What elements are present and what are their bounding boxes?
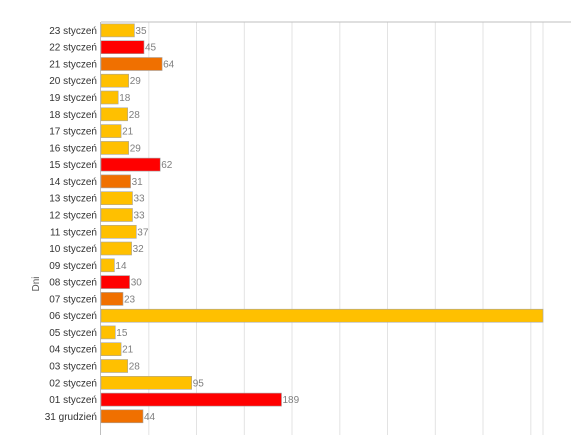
- data-label: 28: [129, 362, 141, 373]
- bar: [100, 325, 116, 340]
- data-label: 64: [163, 60, 175, 71]
- category-tick-label: 18 styczeń: [49, 110, 97, 121]
- bar: [100, 157, 161, 172]
- bar: [100, 124, 122, 138]
- gridlines: [148, 22, 544, 435]
- category-tick-label: 06 styczeń: [49, 311, 97, 322]
- category-tick-label: 01 styczeń: [49, 395, 97, 406]
- category-tick-label: 10 styczeń: [49, 244, 97, 255]
- data-label: 32: [133, 244, 145, 255]
- category-tick-label: 15 styczeń: [49, 160, 97, 171]
- bar: [100, 258, 115, 273]
- data-label: 35: [135, 26, 147, 37]
- data-label: 18: [119, 93, 131, 104]
- category-tick-label: 16 styczeń: [49, 143, 97, 154]
- bar: [100, 23, 135, 38]
- bar: [100, 342, 122, 357]
- category-tick-label: 09 styczeń: [49, 261, 97, 272]
- data-label: 21: [122, 127, 134, 138]
- data-label: 37: [137, 227, 149, 238]
- category-tick-label: 17 styczeń: [49, 127, 97, 138]
- bar: [100, 141, 130, 155]
- bar: [100, 57, 163, 71]
- data-label: 29: [130, 143, 142, 154]
- category-tick-label: 11 styczeń: [50, 227, 97, 238]
- bar: [100, 409, 144, 424]
- category-tick-label: 31 grudzień: [45, 412, 97, 423]
- bar: [100, 174, 131, 189]
- axes: [100, 21, 571, 435]
- bar: [100, 73, 130, 88]
- category-tick-label: 19 styczeń: [49, 93, 97, 104]
- y-axis-title: Dni: [31, 276, 42, 291]
- data-label: 14: [115, 261, 127, 272]
- bar: [100, 275, 130, 289]
- category-tick-label: 08 styczeń: [49, 278, 97, 289]
- category-tick-label: 02 styczeń: [49, 378, 97, 389]
- data-label: 15: [116, 328, 128, 339]
- category-tick-labels: 23 styczeń 22 styczeń 21 styczeń 20 styczeń…: [45, 26, 97, 423]
- category-tick-label: 07 styczeń: [49, 294, 97, 305]
- bar: [100, 392, 282, 407]
- data-label: 33: [134, 194, 146, 205]
- category-tick-label: 22 styczeń: [49, 43, 97, 54]
- data-label: 95: [193, 378, 205, 389]
- data-label: 33: [134, 211, 146, 222]
- data-label: 23: [124, 294, 136, 305]
- data-label: 28: [129, 110, 141, 121]
- category-tick-label: 04 styczeń: [49, 345, 97, 356]
- data-label: 30: [131, 278, 143, 289]
- category-tick-label: 13 styczeń: [49, 194, 97, 205]
- category-tick-label: 20 styczeń: [49, 76, 97, 87]
- bar: [100, 107, 129, 122]
- category-tick-label: 05 styczeń: [49, 328, 97, 339]
- bar: [100, 359, 129, 373]
- bar: [100, 191, 133, 205]
- category-tick-label: 12 styczeń: [49, 211, 97, 222]
- bar: [100, 292, 124, 306]
- bar: [100, 208, 133, 222]
- data-labels: 35 45 64 29 18 28 21 29 62 31 33 33 37 32 14 30 23 15 21 28…: [115, 26, 299, 423]
- bar: [100, 241, 132, 256]
- data-label: 62: [161, 160, 173, 171]
- category-tick-label: 14 styczeń: [49, 177, 97, 188]
- bar: [100, 90, 119, 105]
- data-label: 189: [283, 395, 300, 406]
- bar: [100, 375, 192, 390]
- bars: [100, 23, 544, 424]
- category-tick-label: 03 styczeń: [49, 362, 97, 373]
- data-label: 44: [144, 412, 156, 423]
- data-label: 31: [132, 177, 144, 188]
- data-label: 45: [145, 43, 157, 54]
- data-label: 21: [122, 345, 134, 356]
- category-tick-label: 23 styczeń: [49, 26, 97, 37]
- category-tick-label: 21 styczeń: [49, 60, 97, 71]
- data-label: 29: [130, 76, 142, 87]
- bar: [100, 225, 137, 239]
- bar: [100, 40, 145, 55]
- bar: [100, 308, 544, 323]
